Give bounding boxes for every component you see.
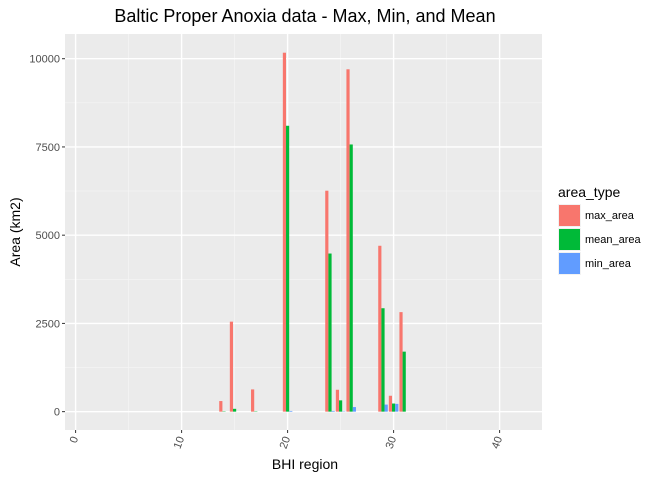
bar-max_area-17 xyxy=(251,389,255,412)
bar-max_area-24 xyxy=(325,190,329,412)
bar-max_area-14 xyxy=(219,401,223,412)
legend-label-mean_area: mean_area xyxy=(585,234,642,246)
y-tick-label: 5000 xyxy=(36,230,60,242)
grid-lines xyxy=(65,34,542,430)
bar-max_area-31 xyxy=(399,312,403,412)
x-tick-label: 30 xyxy=(384,435,399,451)
x-tick-label: 0 xyxy=(68,435,81,445)
bar-min_area-30 xyxy=(395,403,399,412)
legend-label-max_area: max_area xyxy=(585,210,635,222)
legend-key-mean_area xyxy=(559,229,580,250)
x-axis-title: BHI region xyxy=(272,456,338,472)
legend-key-max_area xyxy=(559,205,580,226)
bar-mean_area-30 xyxy=(392,403,396,412)
bar-mean_area-29 xyxy=(381,308,385,412)
legend-label-min_area: min_area xyxy=(585,258,632,270)
y-tick-label: 0 xyxy=(54,407,60,419)
bars xyxy=(219,52,406,412)
bar-mean_area-31 xyxy=(402,351,406,412)
y-tick-label: 10000 xyxy=(29,54,60,66)
plot-panel xyxy=(65,34,542,430)
bar-mean_area-15 xyxy=(233,408,237,412)
y-axis-title: Area (km2) xyxy=(7,197,23,266)
bar-mean_area-25 xyxy=(339,400,343,412)
bar-max_area-29 xyxy=(378,245,382,412)
bar-mean_area-20 xyxy=(286,125,290,412)
y-tick-label: 2500 xyxy=(36,318,60,330)
bar-max_area-30 xyxy=(388,395,393,412)
bar-min_area-29 xyxy=(384,404,388,412)
bar-mean_area-24 xyxy=(328,253,332,412)
bar-max_area-26 xyxy=(346,69,350,412)
bar-max_area-25 xyxy=(335,389,340,412)
legend: area_type max_area mean_area min_area xyxy=(558,184,642,275)
legend-key-min_area xyxy=(559,253,580,274)
bar-max_area-15 xyxy=(229,321,234,412)
x-tick-label: 40 xyxy=(490,435,505,451)
bar-mean_area-26 xyxy=(349,144,353,412)
bar-min_area-20 xyxy=(289,410,293,412)
y-tick-label: 7500 xyxy=(36,142,60,154)
chart-title: Baltic Proper Anoxia data - Max, Min, an… xyxy=(114,6,495,26)
bar-min_area-26 xyxy=(352,407,356,412)
axes: 0 10 20 30 40 0 2500 5000 7500 10000 xyxy=(29,54,505,451)
x-tick-label: 10 xyxy=(172,435,187,451)
bar-min_area-24 xyxy=(331,410,335,412)
x-tick-label: 20 xyxy=(278,435,293,451)
bar-max_area-20 xyxy=(282,52,287,412)
legend-title: area_type xyxy=(558,184,620,200)
